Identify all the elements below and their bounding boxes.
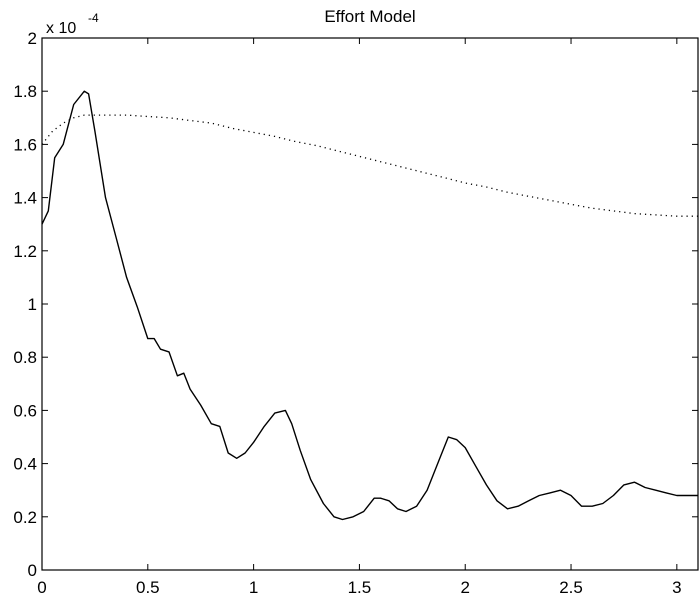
x-tick-label: 1.5 — [348, 578, 372, 597]
y-tick-label: 0.8 — [13, 348, 37, 367]
series-line-1 — [41, 90, 698, 521]
y-tick-label: 2 — [28, 29, 37, 48]
y-tick-label: 0.2 — [13, 508, 37, 527]
axes-layer: 0 0.5 1 1.5 2 2.5 3 0 0.2 0.4 0.6 0.8 1 1.2 1.4 1.6 1.8 2 — [13, 29, 699, 597]
y-tick-label: 0.4 — [13, 455, 37, 474]
y-scale-label: x 10 -4 — [46, 11, 99, 37]
x-tick-label: 0 — [37, 578, 46, 597]
y-scale-exponent: -4 — [88, 11, 99, 25]
x-tick-label: 0.5 — [136, 578, 160, 597]
x-tick-label: 2.5 — [559, 578, 583, 597]
series-layer — [41, 90, 698, 521]
y-tick-label: 1 — [28, 295, 37, 314]
x-tick-label: 1 — [249, 578, 258, 597]
y-tick-label: 1.4 — [13, 189, 37, 208]
x-tick-label: 2 — [460, 578, 469, 597]
y-tick-label: 0 — [28, 561, 37, 580]
y-tick-label: 1.2 — [13, 242, 37, 261]
y-scale-base: x 10 — [46, 20, 76, 37]
series-line-2 — [41, 114, 698, 217]
plot-frame — [41, 37, 699, 571]
y-tick-label: 1.8 — [13, 82, 37, 101]
x-tick-label: 3 — [672, 578, 681, 597]
chart-title: Effort Model — [324, 7, 415, 26]
y-tick-label: 0.6 — [13, 401, 37, 420]
y-tick-label: 1.6 — [13, 135, 37, 154]
